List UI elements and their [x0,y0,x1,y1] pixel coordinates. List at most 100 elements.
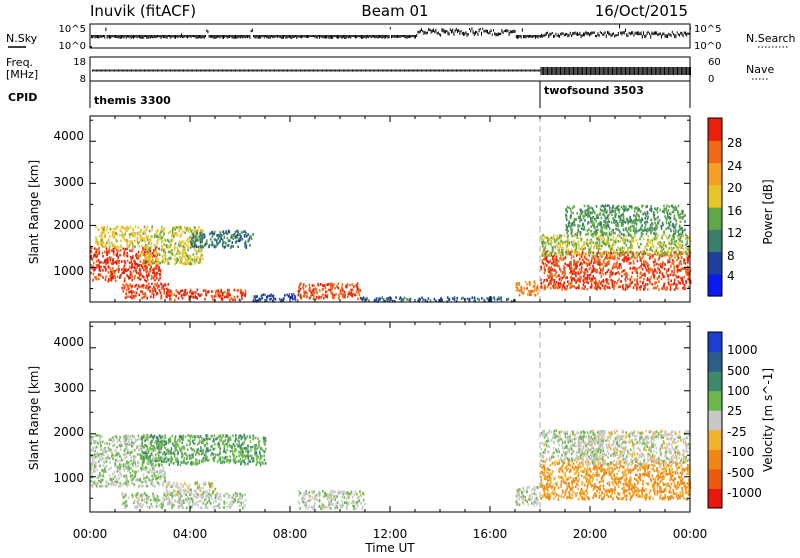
range-gate-cell [208,450,210,453]
range-gate-cell [168,289,170,292]
range-gate-cell [91,456,93,459]
range-gate-cell [601,230,603,233]
range-gate-cell [560,244,562,247]
range-gate-cell [566,226,568,229]
range-gate-cell [120,445,122,448]
range-gate-cell [566,208,568,211]
range-gate-cell [212,244,214,247]
range-gate-cell [347,295,349,298]
range-gate-cell [613,288,615,291]
range-gate-cell [137,462,139,465]
range-gate-cell [592,210,594,213]
range-gate-cell [657,234,659,237]
range-gate-cell [196,451,198,454]
range-gate-cell [220,235,222,238]
range-gate-cell [594,227,596,230]
range-gate-cell [619,252,621,255]
range-gate-cell [132,228,134,231]
range-gate-cell [642,213,644,216]
range-gate-cell [137,255,139,258]
range-gate-cell [109,438,111,441]
range-gate-cell [131,292,133,295]
range-gate-cell [118,452,120,455]
range-gate-cell [615,272,617,275]
range-gate-cell [114,480,116,483]
range-gate-cell [172,227,174,230]
range-gate-cell [337,287,339,290]
range-gate-cell [576,243,578,246]
range-gate-cell [247,448,249,451]
range-gate-cell [225,230,227,233]
range-gate-cell [200,261,202,264]
range-gate-cell [105,485,107,488]
range-gate-cell [633,214,635,217]
range-gate-cell [682,244,684,247]
range-gate-cell [185,258,187,261]
range-gate-cell [151,229,153,232]
range-gate-cell [203,438,205,441]
range-gate-cell [400,296,402,299]
range-gate-cell [157,268,159,271]
range-gate-cell [156,259,158,262]
range-gate-cell [92,279,94,282]
range-gate-cell [589,274,591,277]
range-gate-cell [687,251,689,254]
range-gate-cell [662,210,664,213]
range-gate-cell [189,440,191,443]
range-gate-cell [615,215,617,218]
range-gate-cell [628,228,630,231]
range-gate-cell [193,253,195,256]
range-gate-cell [344,291,346,294]
range-gate-cell [687,258,689,261]
range-gate-cell [323,297,325,300]
range-gate-cell [245,450,247,453]
range-gate-cell [351,294,353,297]
range-gate-cell [596,286,598,289]
range-gate-cell [141,253,143,256]
range-gate-cell [132,435,134,438]
range-gate-cell [669,224,671,227]
range-gate-cell [571,279,573,282]
range-gate-cell [161,287,163,290]
range-gate-cell [242,238,244,241]
range-gate-cell [529,284,531,287]
range-gate-cell [103,226,105,229]
range-gate-cell [290,296,292,299]
range-gate-cell [562,286,564,289]
range-gate-cell [111,437,113,440]
range-gate-cell [184,294,186,297]
range-gate-cell [653,261,655,264]
range-gate-cell [147,448,149,451]
range-gate-cell [179,240,181,243]
range-gate-cell [628,220,630,223]
range-gate-cell [622,250,624,253]
range-gate-cell [129,233,131,236]
range-gate-cell [95,236,97,239]
range-gate-cell [279,298,281,301]
range-gate-cell [569,225,571,228]
range-gate-cell [96,251,98,254]
range-gate-cell [154,475,156,478]
range-gate-cell [98,259,100,262]
range-gate-cell [124,280,126,283]
range-gate-cell [300,296,302,299]
range-gate-cell [190,255,192,258]
range-gate-cell [386,298,388,301]
range-gate-cell [217,237,219,240]
range-gate-cell [208,246,210,249]
range-gate-cell [322,294,324,297]
range-gate-cell [91,251,93,254]
range-gate-cell [351,283,353,286]
range-gate-cell [150,445,152,448]
range-gate-cell [549,242,551,245]
range-gate-cell [216,290,218,293]
range-gate-cell [299,283,301,286]
range-gate-cell [640,210,642,213]
range-gate-cell [637,281,639,284]
range-gate-cell [645,222,647,225]
range-gate-cell [174,258,176,261]
range-gate-cell [121,287,123,290]
range-gate-cell [125,248,127,251]
range-gate-cell [112,457,114,460]
range-gate-cell [677,254,679,257]
